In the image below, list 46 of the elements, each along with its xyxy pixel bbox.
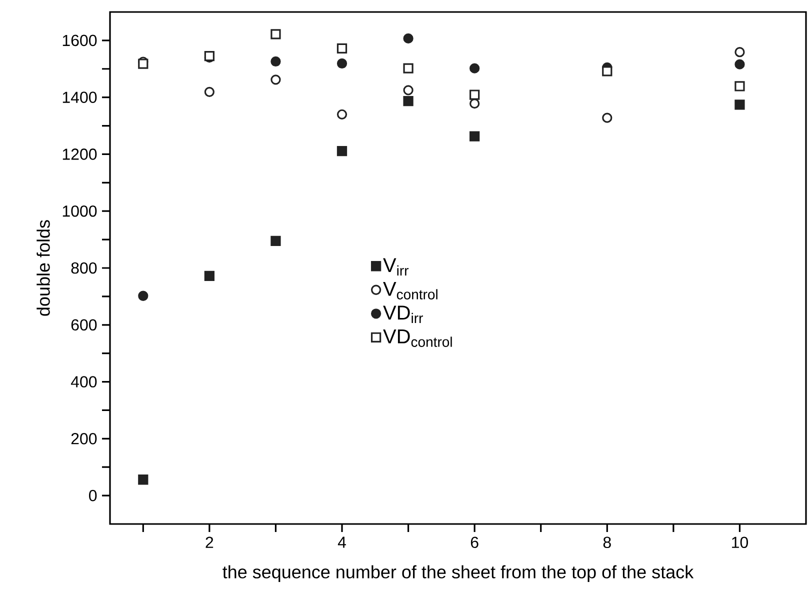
point <box>336 43 348 54</box>
y-tick-label: 600 <box>71 319 97 331</box>
point <box>270 74 281 85</box>
point <box>734 59 745 70</box>
y-tick-label: 0 <box>89 490 97 502</box>
point <box>138 290 148 301</box>
x-tick-label: 6 <box>470 536 478 548</box>
point <box>470 131 480 142</box>
point <box>734 47 745 58</box>
y-tick-label: 200 <box>71 433 97 444</box>
x-tick-label: 4 <box>338 536 346 548</box>
point <box>270 236 281 246</box>
point <box>403 85 414 96</box>
y-tick-label: 400 <box>70 376 97 388</box>
point <box>204 86 214 97</box>
y-tick-label: 1600 <box>62 34 97 46</box>
y-tick-label: 800 <box>71 262 97 274</box>
point <box>403 96 414 106</box>
legend-label: VD$_{irr}$ <box>383 306 423 324</box>
point <box>602 66 612 76</box>
point <box>470 90 480 100</box>
legend-label: VD$_{control}$ <box>383 330 452 347</box>
point <box>336 58 348 69</box>
y-tick-label: 1400 <box>62 92 97 103</box>
point <box>734 81 745 92</box>
point <box>734 100 745 110</box>
point <box>403 33 414 44</box>
point <box>470 98 480 109</box>
point <box>336 146 348 156</box>
y-tick-label: 1000 <box>62 205 97 217</box>
x-tick-label: 10 <box>732 536 748 548</box>
x-axis-title: the sequence number of the sheet from the top of the stack <box>222 565 694 582</box>
point <box>403 63 414 74</box>
point <box>336 109 348 120</box>
y-axis-title: double folds <box>36 220 50 316</box>
point <box>270 29 281 40</box>
point <box>270 56 281 67</box>
y-tick-label: 1200 <box>62 148 97 160</box>
point <box>204 270 214 282</box>
legend-label: V$_{irr}$ <box>383 258 409 276</box>
point <box>138 474 148 485</box>
point <box>602 112 612 123</box>
point <box>470 63 480 74</box>
x-tick-label: 8 <box>603 536 611 548</box>
x-tick-label: 2 <box>206 536 214 548</box>
legend-label: V$_{control}$ <box>383 282 438 300</box>
